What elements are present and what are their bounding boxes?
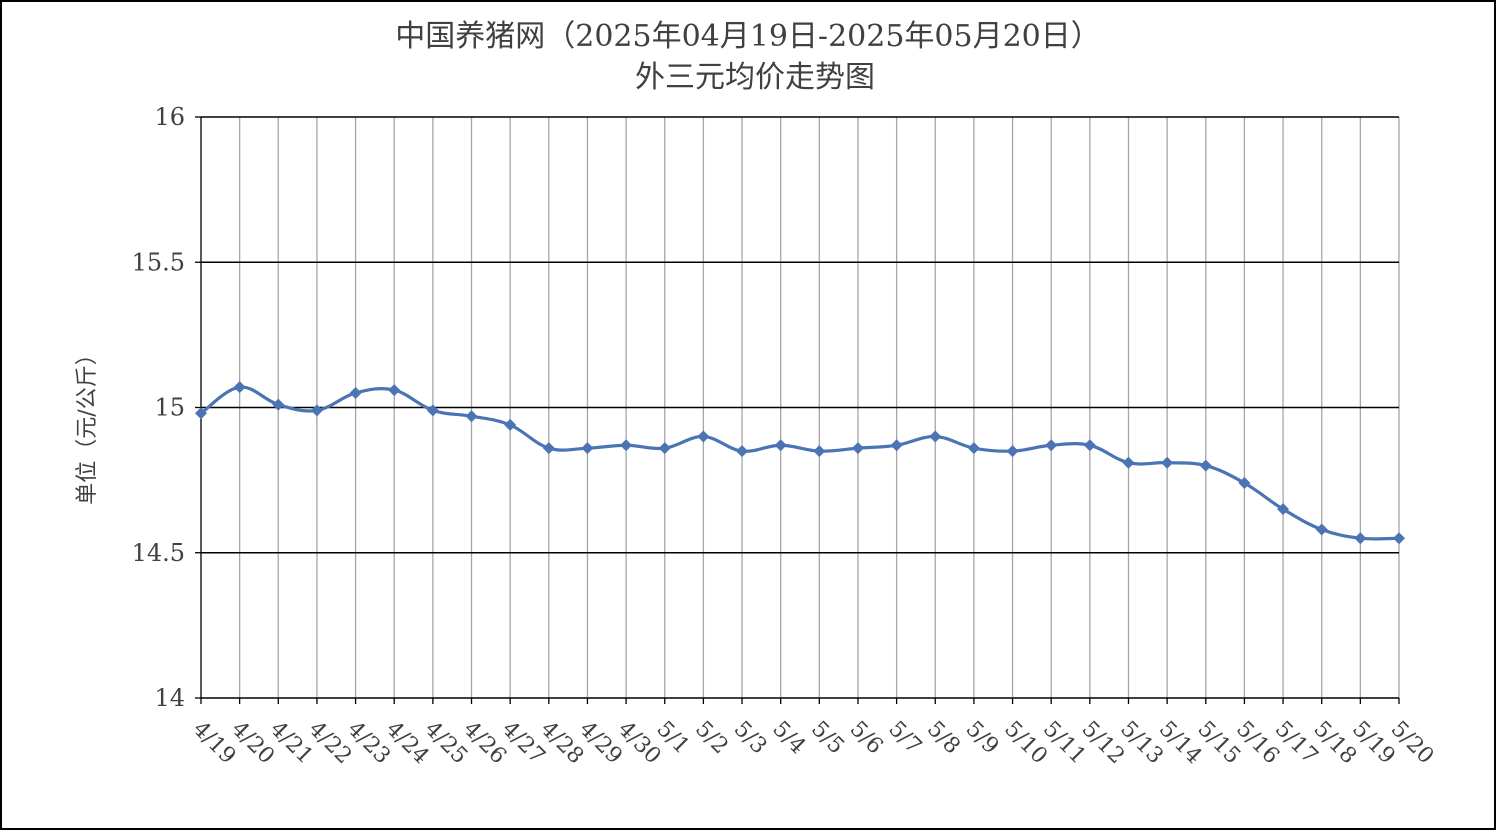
data-point-marker (620, 439, 633, 452)
data-point-marker (581, 442, 594, 455)
x-tick-label: 4/24 (381, 717, 434, 770)
x-tick-label: 5/4 (767, 717, 810, 760)
data-point-marker (658, 442, 671, 455)
y-tick-label: 15.5 (132, 248, 185, 276)
x-tick-label: 5/13 (1115, 717, 1168, 770)
data-point-marker (388, 384, 401, 397)
data-point-marker (1122, 456, 1135, 469)
x-tick-label: 5/14 (1154, 717, 1207, 770)
x-tick-label: 5/15 (1193, 717, 1246, 770)
x-tick-label: 5/19 (1347, 717, 1400, 770)
data-point-marker (1161, 456, 1174, 469)
x-tick-label: 5/7 (883, 717, 926, 760)
x-tick-label: 4/29 (574, 717, 627, 770)
x-tick-label: 4/22 (304, 717, 357, 770)
axis-layer: 1414.51515.5164/194/204/214/224/234/244/… (132, 103, 1439, 769)
y-tick-label: 14 (154, 684, 185, 712)
x-tick-label: 4/27 (497, 717, 550, 770)
data-point-marker (929, 430, 942, 443)
data-point-marker (542, 442, 555, 455)
data-point-marker (967, 442, 980, 455)
data-point-marker (1045, 439, 1058, 452)
data-point-marker (736, 445, 749, 458)
data-point-marker (1083, 439, 1096, 452)
chart-title-line1: 中国养猪网（2025年04月19日-2025年05月20日） (395, 19, 1101, 54)
y-tick-label: 15 (154, 394, 185, 422)
x-tick-label: 5/20 (1386, 717, 1439, 770)
data-point-marker (1393, 532, 1405, 545)
x-tick-label: 4/20 (226, 717, 279, 770)
data-point-marker (774, 439, 787, 452)
data-point-marker (310, 404, 323, 417)
data-point-marker (233, 381, 246, 394)
data-point-marker (1199, 459, 1212, 472)
data-point-marker (1006, 445, 1019, 458)
x-tick-label: 5/17 (1270, 717, 1323, 770)
x-tick-label: 5/18 (1308, 717, 1361, 770)
x-tick-label: 5/5 (806, 717, 849, 760)
x-tick-label: 4/19 (188, 717, 241, 770)
x-tick-label: 5/16 (1231, 717, 1284, 770)
y-tick-label: 14.5 (132, 539, 185, 567)
data-point-marker (1238, 477, 1251, 490)
data-point-marker (1277, 503, 1290, 516)
series-line (200, 385, 1400, 541)
data-point-marker (195, 407, 207, 420)
data-point-marker (1354, 532, 1367, 545)
grid-layer (201, 116, 1400, 698)
x-tick-label: 4/25 (420, 717, 473, 770)
chart-title-line2: 外三元均价走势图 (635, 60, 875, 95)
x-tick-label: 5/3 (729, 717, 772, 760)
data-point-marker (272, 398, 285, 411)
y-tick-label: 16 (154, 103, 185, 131)
data-point-marker (890, 439, 903, 452)
x-tick-label: 4/30 (613, 717, 666, 770)
series-layer (195, 381, 1405, 545)
data-point-marker (426, 404, 439, 417)
data-point-marker (697, 430, 710, 443)
x-tick-label: 5/2 (690, 717, 733, 760)
data-point-marker (504, 418, 517, 431)
x-tick-label: 5/12 (1077, 717, 1130, 770)
data-point-marker (851, 442, 864, 455)
x-tick-label: 5/10 (999, 717, 1052, 770)
data-point-marker (1315, 523, 1328, 536)
x-tick-label: 4/26 (458, 717, 511, 770)
data-point-marker (813, 445, 826, 458)
x-tick-label: 5/9 (961, 717, 1004, 760)
y-axis-label: 单位（元/公斤） (75, 343, 100, 504)
x-tick-label: 5/11 (1038, 717, 1091, 770)
x-tick-label: 4/23 (342, 717, 395, 770)
data-point-marker (349, 386, 362, 399)
x-tick-label: 4/28 (536, 717, 589, 770)
data-point-marker (465, 410, 478, 423)
x-tick-label: 5/8 (922, 717, 965, 760)
x-tick-label: 4/21 (265, 717, 318, 770)
x-tick-label: 5/6 (845, 717, 888, 760)
